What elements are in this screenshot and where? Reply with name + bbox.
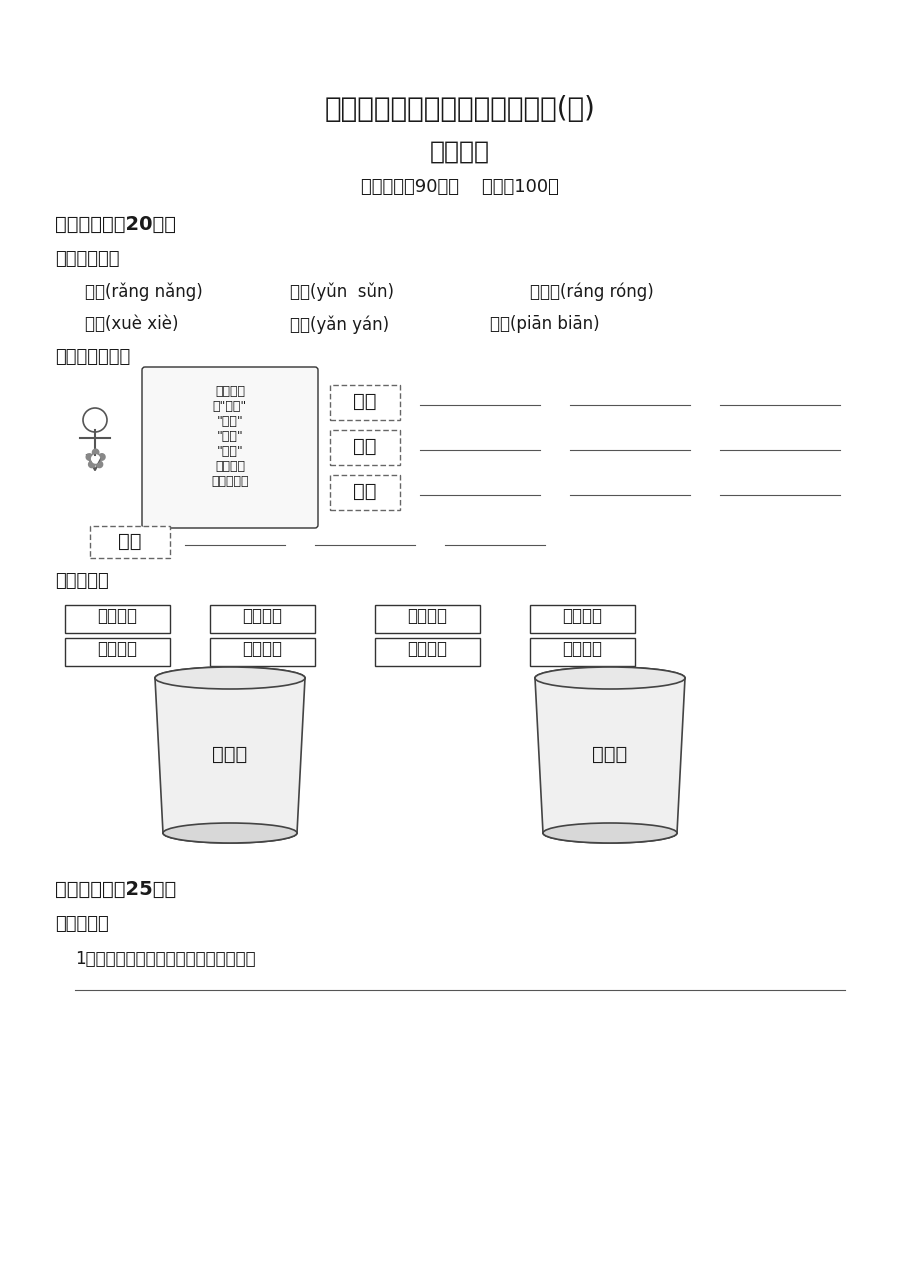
Ellipse shape bbox=[542, 823, 676, 843]
Text: 三、我会分: 三、我会分 bbox=[55, 572, 108, 590]
Text: 1．同学们通过并讨论了这次活动计划。: 1．同学们通过并讨论了这次活动计划。 bbox=[75, 950, 255, 968]
Text: 平易近人: 平易近人 bbox=[242, 640, 282, 657]
Ellipse shape bbox=[154, 668, 305, 689]
Text: 前后: 前后 bbox=[353, 482, 377, 501]
Text: 毛茸茸(ráng róng): 毛茸茸(ráng róng) bbox=[529, 282, 653, 301]
Text: 褒义词: 褒义词 bbox=[212, 745, 247, 764]
Text: 精明强干: 精明强干 bbox=[562, 640, 601, 657]
Ellipse shape bbox=[535, 668, 685, 689]
Text: 垂死挣扎: 垂死挣扎 bbox=[96, 640, 137, 657]
Bar bbox=[375, 605, 480, 633]
Ellipse shape bbox=[154, 668, 305, 689]
FancyBboxPatch shape bbox=[142, 367, 318, 527]
Text: 左右: 左右 bbox=[119, 533, 142, 550]
Text: 测试时间：90分钟    总分：100分: 测试时间：90分钟 总分：100分 bbox=[360, 178, 559, 196]
Bar bbox=[529, 638, 634, 666]
Text: 繁衍(yǎn yán): 繁衍(yǎn yán) bbox=[289, 315, 389, 334]
Bar bbox=[65, 605, 170, 633]
Text: 损人利己: 损人利己 bbox=[406, 640, 447, 657]
Text: 全国重点中学招生综合素质检测(一): 全国重点中学招生综合素质检测(一) bbox=[324, 96, 595, 124]
Text: 弄虚作假: 弄虚作假 bbox=[562, 606, 601, 626]
Ellipse shape bbox=[163, 823, 297, 843]
Text: 东西: 东西 bbox=[353, 392, 377, 412]
Polygon shape bbox=[535, 678, 685, 833]
Text: 字词练兵场（20分）: 字词练兵场（20分） bbox=[55, 215, 176, 234]
Text: 扁舟(piān biān): 扁舟(piān biān) bbox=[490, 315, 599, 333]
Bar bbox=[210, 638, 314, 666]
Text: 玉屑(xuè xiè): 玉屑(xuè xiè) bbox=[85, 315, 178, 333]
Text: 贬义词: 贬义词 bbox=[592, 745, 627, 764]
Ellipse shape bbox=[535, 668, 685, 689]
Ellipse shape bbox=[542, 823, 676, 843]
Text: ✿: ✿ bbox=[84, 446, 107, 474]
Text: 疯狂反扑: 疯狂反扑 bbox=[242, 606, 282, 626]
Text: 你能将带
有"东西"
"南北"
"前后"
"左右"
的成语各
写三个吗？: 你能将带 有"东西" "南北" "前后" "左右" 的成语各 写三个吗？ bbox=[211, 385, 248, 488]
Bar bbox=[529, 605, 634, 633]
Text: 土壤(rǎng nǎng): 土壤(rǎng nǎng) bbox=[85, 282, 202, 301]
Text: 二、有趣的方位: 二、有趣的方位 bbox=[55, 348, 130, 366]
Text: 一、小试牛刀: 一、小试牛刀 bbox=[55, 250, 119, 268]
Bar bbox=[330, 475, 400, 510]
Bar bbox=[375, 638, 480, 666]
Polygon shape bbox=[154, 678, 305, 833]
Text: 四、纠错台: 四、纠错台 bbox=[55, 915, 108, 933]
Text: 不屈不挠: 不屈不挠 bbox=[96, 606, 137, 626]
Text: 陨石(yǔn  sǔn): 陨石(yǔn sǔn) bbox=[289, 282, 393, 301]
Text: 句子训练营（25分）: 句子训练营（25分） bbox=[55, 880, 176, 899]
Text: 和蔼可亲: 和蔼可亲 bbox=[406, 606, 447, 626]
Bar bbox=[90, 526, 170, 558]
Bar bbox=[210, 605, 314, 633]
Bar bbox=[65, 638, 170, 666]
Text: 冲刺名校: 冲刺名校 bbox=[429, 140, 490, 164]
Bar bbox=[330, 431, 400, 465]
Bar bbox=[330, 385, 400, 420]
Ellipse shape bbox=[163, 823, 297, 843]
Text: 南北: 南北 bbox=[353, 437, 377, 456]
